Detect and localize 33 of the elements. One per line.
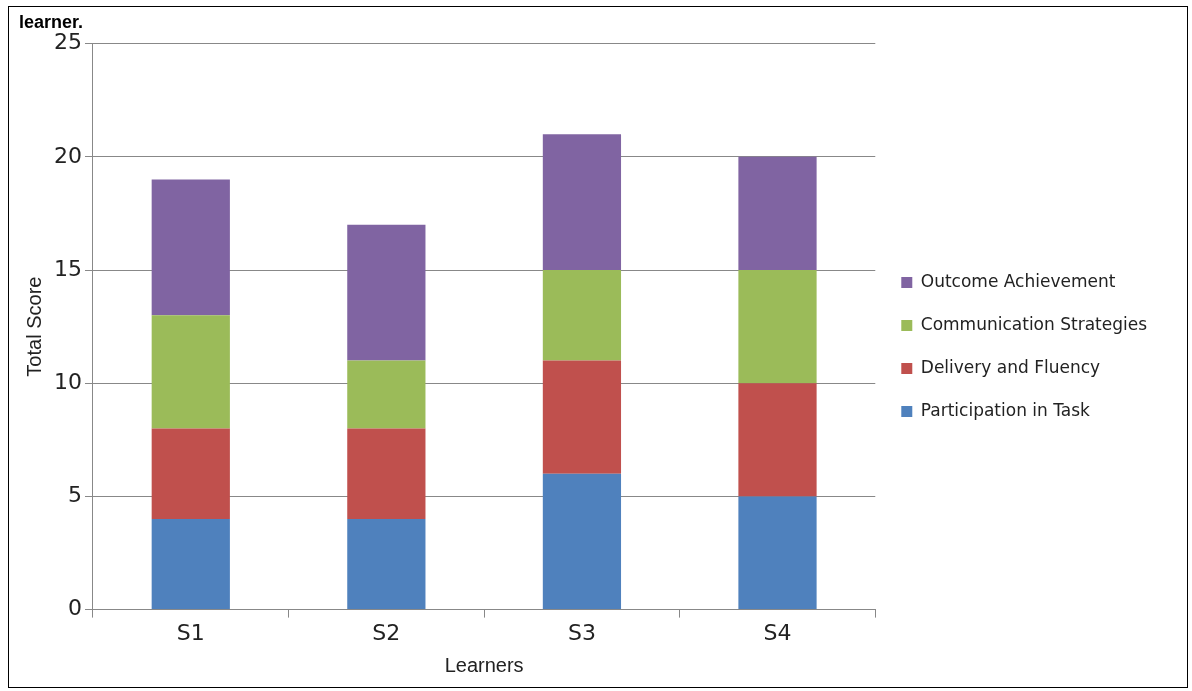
legend-label: Communication Strategies — [920, 313, 1148, 334]
x-axis-title: Learners — [444, 653, 524, 676]
bar — [542, 270, 622, 361]
x-tick-label: S2 — [372, 619, 401, 645]
bar — [347, 224, 426, 361]
bar — [738, 156, 817, 270]
bar — [738, 383, 817, 497]
legend-label: Outcome Achievement — [920, 270, 1116, 291]
x-tick-label: S3 — [567, 619, 596, 645]
y-tick-label: 25 — [53, 29, 82, 55]
x-tick-label: S1 — [176, 619, 205, 645]
legend-label: Participation in Task — [920, 399, 1091, 420]
bar — [738, 496, 817, 610]
y-tick-label: 15 — [53, 255, 82, 281]
y-tick-label: 5 — [67, 482, 82, 508]
bar — [151, 179, 230, 316]
bar — [151, 519, 230, 610]
bar — [347, 428, 426, 520]
y-axis-title: Total Score — [22, 276, 45, 377]
bar — [151, 315, 230, 429]
bar — [542, 473, 622, 610]
bar — [347, 360, 426, 429]
bar — [151, 428, 230, 520]
bar — [738, 270, 817, 384]
y-tick-label: 10 — [53, 368, 82, 394]
chart-title: learner. — [19, 11, 84, 32]
x-tick-label: S4 — [763, 619, 792, 645]
bar — [347, 519, 426, 610]
bar — [542, 360, 622, 474]
y-tick-label: 0 — [67, 595, 82, 621]
y-tick-label: 20 — [53, 142, 82, 168]
legend-label: Delivery and Fluency — [920, 356, 1101, 377]
bar — [542, 134, 622, 270]
